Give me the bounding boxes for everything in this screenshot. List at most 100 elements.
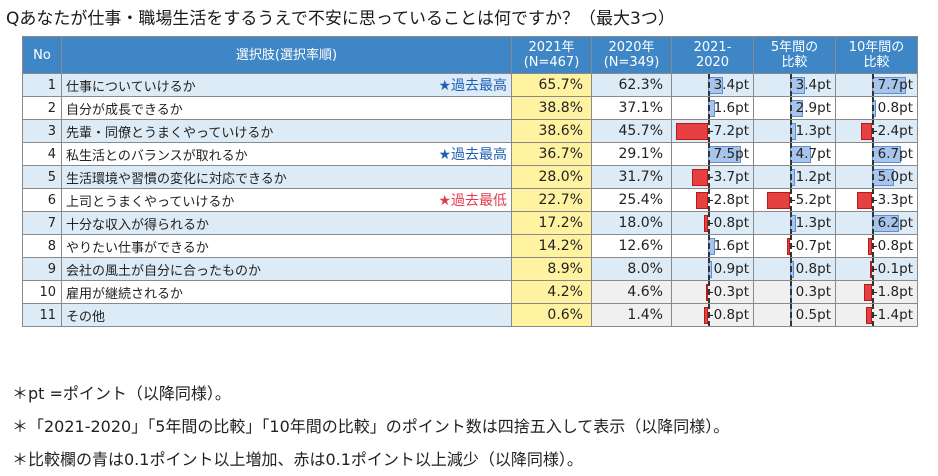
diff-5yr-axis	[790, 97, 792, 119]
header-2021-year: 2021年	[528, 40, 575, 55]
value-2021: 28.0%	[511, 165, 592, 189]
diff-10yr-axis	[872, 304, 874, 326]
diff-2021-2020-axis	[708, 97, 710, 119]
diff-2021-2020-cell: -7.2pt	[671, 119, 754, 143]
diff-5yr-cell: 1.3pt	[753, 119, 836, 143]
diff-10yr-bar	[861, 123, 872, 140]
diff-5yr-cell: 0.8pt	[753, 257, 836, 281]
value-2021: 4.2%	[511, 280, 592, 304]
diff-10yr-value: -1.4pt	[872, 307, 913, 323]
header-no: No	[22, 36, 62, 74]
diff-2021-2020-value: -2.8pt	[708, 192, 749, 208]
value-2020: 45.7%	[591, 119, 672, 143]
diff-5yr-value: 3.4pt	[795, 77, 831, 93]
option-label: 生活環境や習慣の変化に対応できるか	[66, 171, 287, 187]
header-diff-10b: 比較	[863, 55, 890, 70]
diff-10yr-axis	[872, 235, 874, 257]
footnote-3: ＊比較欄の青は0.1ポイント以上増加、赤は0.1ポイント以上減少（以降同様）。	[12, 450, 583, 469]
diff-5yr-axis	[790, 120, 792, 142]
diff-5yr-cell: 0.3pt	[753, 280, 836, 304]
diff-5yr-axis	[790, 258, 792, 280]
table-row: 2 自分が成長できるか 38.8% 37.1% 1.6pt 2.9pt 0.8pt	[22, 96, 918, 120]
value-2020: 37.1%	[591, 96, 672, 120]
diff-10yr-axis	[872, 166, 874, 188]
row-number: 2	[22, 96, 62, 120]
diff-5yr-value: 4.7pt	[795, 146, 831, 162]
diff-2021-2020-cell: 1.6pt	[671, 234, 754, 258]
diff-2021-2020-axis	[708, 281, 710, 303]
header-diff-5yr: 5年間の 比較	[753, 36, 836, 74]
diff-5yr-bar	[767, 192, 790, 209]
option-label: 先輩・同僚とうまくやっていけるか	[66, 125, 274, 141]
diff-5yr-axis	[790, 304, 792, 326]
value-2021: 17.2%	[511, 211, 592, 235]
diff-2021-2020-value: 7.5pt	[713, 146, 749, 162]
header-diff-5a: 5年間の	[770, 40, 819, 55]
diff-10yr-value: 6.7pt	[877, 146, 913, 162]
diff-2021-2020-axis	[708, 212, 710, 234]
diff-10yr-cell: -0.1pt	[835, 257, 918, 281]
value-2020: 1.4%	[591, 303, 672, 327]
table-row: 3 先輩・同僚とうまくやっていけるか 38.6% 45.7% -7.2pt 1.3pt -2…	[22, 119, 918, 143]
diff-2021-2020-value: -0.3pt	[708, 284, 749, 300]
diff-5yr-cell: -0.7pt	[753, 234, 836, 258]
value-2021: 65.7%	[511, 73, 592, 97]
diff-10yr-value: -3.3pt	[872, 192, 913, 208]
diff-10yr-cell: -2.4pt	[835, 119, 918, 143]
footnote-2: ＊「2021-2020」「5年間の比較」「10年間の比較」のポイント数は四捨五入…	[12, 417, 730, 436]
diff-10yr-value: 6.2pt	[877, 215, 913, 231]
table-row: 9 会社の風土が自分に合ったものか 8.9% 8.0% 0.9pt 0.8pt -0.1pt	[22, 257, 918, 281]
row-number: 10	[22, 280, 62, 304]
option-label-cell: 会社の風土が自分に合ったものか	[61, 257, 512, 281]
diff-10yr-axis	[872, 74, 874, 96]
diff-10yr-bar	[864, 284, 872, 301]
header-2021-n: (N=467)	[523, 55, 580, 70]
option-label: 自分が成長できるか	[66, 102, 183, 118]
diff-5yr-cell: 4.7pt	[753, 142, 836, 166]
diff-10yr-value: -1.8pt	[872, 284, 913, 300]
diff-10yr-cell: 7.7pt	[835, 73, 918, 97]
diff-2021-2020-cell: -0.3pt	[671, 280, 754, 304]
diff-10yr-cell: 6.2pt	[835, 211, 918, 235]
diff-2021-2020-axis	[708, 235, 710, 257]
diff-10yr-bar	[870, 261, 872, 278]
diff-2021-2020-cell: 0.9pt	[671, 257, 754, 281]
diff-2021-2020-value: -0.8pt	[708, 215, 749, 231]
diff-2021-2020-bar	[691, 169, 708, 186]
diff-2021-2020-cell: 3.4pt	[671, 73, 754, 97]
option-label: 十分な収入が得られるか	[66, 217, 210, 233]
table-row: 5 生活環境や習慣の変化に対応できるか 28.0% 31.7% -3.7pt 1.2pt 5…	[22, 165, 918, 189]
table-row: 7 十分な収入が得られるか 17.2% 18.0% -0.8pt 1.3pt 6.2pt	[22, 211, 918, 235]
diff-5yr-axis	[790, 235, 792, 257]
row-number: 4	[22, 142, 62, 166]
option-label-cell: 自分が成長できるか	[61, 96, 512, 120]
diff-2021-2020-cell: -2.8pt	[671, 188, 754, 212]
value-2021: 38.8%	[511, 96, 592, 120]
diff-10yr-cell: 6.7pt	[835, 142, 918, 166]
diff-5yr-value: 0.3pt	[795, 284, 831, 300]
diff-2021-2020-value: 3.4pt	[713, 77, 749, 93]
option-label-cell: その他	[61, 303, 512, 327]
diff-2021-2020-bar	[695, 192, 708, 209]
option-label: 仕事についていけるか	[66, 79, 196, 95]
diff-5yr-cell: 0.5pt	[753, 303, 836, 327]
diff-2021-2020-cell: 1.6pt	[671, 96, 754, 120]
diff-10yr-axis	[872, 143, 874, 165]
diff-10yr-bar	[857, 192, 872, 209]
header-2020-n: (N=349)	[603, 55, 660, 70]
diff-2021-2020-axis	[708, 189, 710, 211]
diff-2021-2020-value: -3.7pt	[708, 169, 749, 185]
option-label: 上司とうまくやっていけるか	[66, 194, 235, 210]
header-diff-10yr: 10年間の 比較	[835, 36, 918, 74]
table-row: 10 雇用が継続されるか 4.2% 4.6% -0.3pt 0.3pt -1.8pt	[22, 280, 918, 304]
diff-2021-2020-bar	[704, 215, 708, 232]
header-diff-10a: 10年間の	[848, 40, 905, 55]
diff-10yr-axis	[872, 120, 874, 142]
record-badge: ★過去最高	[438, 78, 507, 94]
option-label-cell: 仕事についていけるか ★過去最高	[61, 73, 512, 97]
diff-5yr-value: 0.8pt	[795, 261, 831, 277]
question-title: Qあなたが仕事・職場生活をするうえで不安に思っていることは何ですか？（最大3つ）	[6, 9, 675, 29]
diff-5yr-cell: 2.9pt	[753, 96, 836, 120]
diff-10yr-cell: -1.8pt	[835, 280, 918, 304]
diff-10yr-value: -0.1pt	[872, 261, 913, 277]
